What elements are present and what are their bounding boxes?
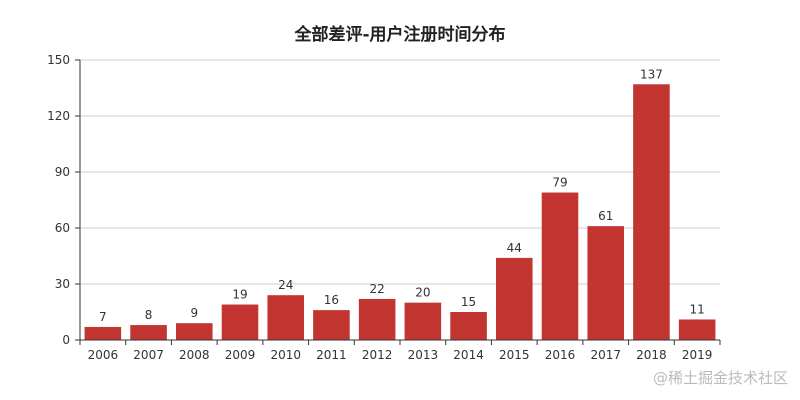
bar-value-label: 11 [690,302,705,316]
bar-value-label: 20 [415,286,430,300]
bar [313,310,350,340]
bar-value-label: 9 [190,306,198,320]
x-tick-label: 2012 [362,348,393,362]
bar-value-label: 7 [99,310,107,324]
y-tick-label: 90 [55,165,70,179]
x-tick-label: 2017 [590,348,621,362]
bar-value-label: 44 [507,241,522,255]
bars [84,84,716,341]
bar [678,319,716,340]
x-tick-label: 2018 [636,348,667,362]
x-tick-label: 2008 [179,348,210,362]
bar-value-label: 19 [232,288,247,302]
y-tick-label: 120 [47,109,70,123]
bar-value-label: 22 [370,282,385,296]
x-tick-label: 2015 [499,348,530,362]
x-tick-label: 2016 [545,348,576,362]
bar-value-label: 137 [640,67,663,81]
bar [450,312,487,340]
bar [587,226,624,340]
bar [84,326,122,340]
bar [176,323,213,340]
bar-value-label: 24 [278,278,293,292]
bar [221,304,259,340]
x-tick-label: 2009 [225,348,256,362]
x-tick-label: 2006 [88,348,119,362]
bar [541,192,579,340]
watermark: @稀土掘金技术社区 [652,369,788,387]
y-tick-label: 150 [47,53,70,67]
y-tick-label: 30 [55,277,70,291]
bar-value-label: 8 [145,308,153,322]
bar [267,295,304,340]
bar-value-label: 79 [552,176,567,190]
bar-value-label: 61 [598,209,613,223]
y-tick-label: 0 [62,333,70,347]
bar [404,302,442,340]
x-tick-label: 2010 [270,348,301,362]
y-tick-label: 60 [55,221,70,235]
bar-value-label: 16 [324,293,339,307]
chart-title: 全部差评-用户注册时间分布 [294,25,506,45]
bar [130,325,167,340]
bar-value-label: 15 [461,295,476,309]
x-tick-label: 2014 [453,348,484,362]
x-tick-label: 2019 [682,348,713,362]
x-tick-label: 2011 [316,348,347,362]
bar [496,257,533,340]
bar [358,298,396,340]
x-tick-label: 2013 [408,348,439,362]
x-tick-label: 2007 [133,348,164,362]
bar [633,84,670,341]
data-labels: 7 8 9 19 24 16 22 20 15 44 79 61 137 11 [99,67,705,324]
